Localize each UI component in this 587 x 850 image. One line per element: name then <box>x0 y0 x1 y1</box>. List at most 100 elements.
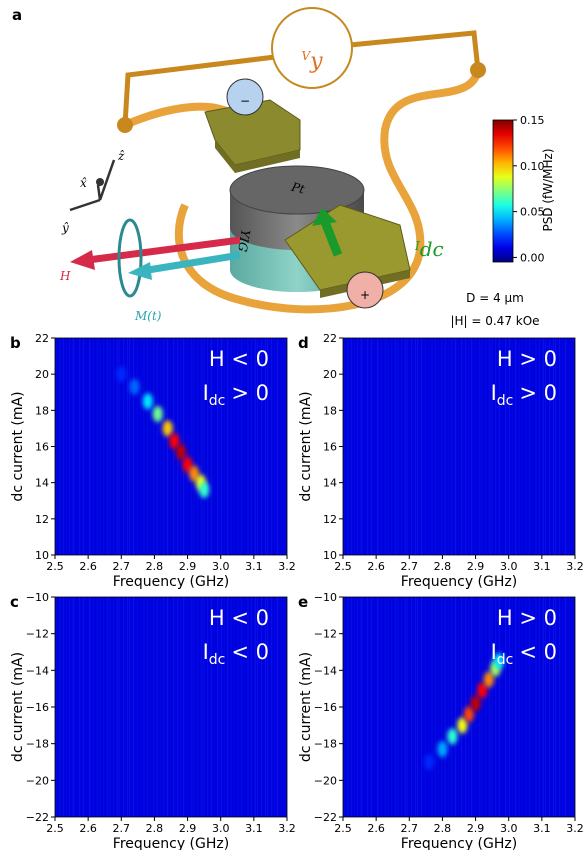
noise-stripe <box>350 597 352 817</box>
noise-stripe <box>157 597 159 817</box>
heatmap-area <box>343 338 575 555</box>
noise-stripe <box>129 597 131 817</box>
noise-stripe <box>255 338 257 555</box>
noise-stripe <box>140 338 142 555</box>
heatmap-area <box>343 597 575 817</box>
noise-stripe <box>160 597 162 817</box>
noise-stripe <box>562 597 564 817</box>
noise-stripe <box>395 338 397 555</box>
noise-stripe <box>66 597 68 817</box>
noise-stripe <box>536 597 538 817</box>
x-tick-label: 2.8 <box>146 822 164 835</box>
ridge-point <box>424 754 435 770</box>
noise-stripe <box>344 338 346 555</box>
noise-stripe <box>119 597 121 817</box>
y-tick-label: −16 <box>314 701 337 714</box>
noise-stripe <box>275 338 277 555</box>
ridge-point <box>457 717 468 734</box>
noise-stripe <box>566 597 568 817</box>
noise-stripe <box>555 338 557 555</box>
noise-stripe <box>364 338 366 555</box>
noise-stripe <box>154 338 156 555</box>
noise-stripe <box>358 338 360 555</box>
noise-stripe <box>357 338 359 555</box>
x-axis-label: Frequency (GHz) <box>401 836 517 850</box>
noise-stripe <box>193 338 195 555</box>
noise-stripe <box>73 597 75 817</box>
heatmap-area <box>55 597 287 817</box>
noise-stripe <box>197 338 199 555</box>
noise-stripe <box>257 338 259 555</box>
field-condition: H < 0 <box>209 347 269 371</box>
noise-stripe <box>100 338 102 555</box>
noise-stripe <box>258 597 260 817</box>
current-condition: Idc < 0 <box>491 640 557 668</box>
noise-stripe <box>542 338 544 555</box>
noise-stripe <box>210 338 212 555</box>
ridge-point <box>189 465 200 482</box>
noise-stripe <box>543 338 545 555</box>
current-condition: Idc > 0 <box>491 381 557 409</box>
noise-stripe <box>361 338 363 555</box>
y-tick-label: 14 <box>323 477 337 490</box>
noise-stripe <box>492 338 494 555</box>
noise-stripe <box>63 597 65 817</box>
y-tick-label: −20 <box>314 774 337 787</box>
noise-stripe <box>573 597 575 817</box>
noise-stripe <box>187 338 189 555</box>
noise-stripe <box>552 338 554 555</box>
field-condition: H < 0 <box>209 606 269 630</box>
x-tick-label: 2.7 <box>113 822 131 835</box>
noise-stripe <box>193 597 195 817</box>
noise-stripe <box>401 338 403 555</box>
noise-stripe <box>563 338 565 555</box>
noise-stripe <box>425 338 427 555</box>
x-tick-label: 2.6 <box>79 560 97 573</box>
noise-stripe <box>109 338 111 555</box>
noise-stripe <box>452 338 454 555</box>
noise-stripe <box>387 338 389 555</box>
noise-stripe <box>107 597 109 817</box>
noise-stripe <box>174 597 176 817</box>
x-tick-label: 2.6 <box>367 822 385 835</box>
noise-stripe <box>244 597 246 817</box>
noise-stripe <box>163 338 165 555</box>
ridge-point <box>129 378 140 395</box>
noise-stripe <box>454 338 456 555</box>
noise-stripe <box>415 597 417 817</box>
y-axis-label: ŷ <box>61 221 69 235</box>
noise-stripe <box>384 597 386 817</box>
noise-stripe <box>556 338 558 555</box>
noise-stripe <box>197 597 199 817</box>
noise-stripe <box>565 338 567 555</box>
noise-stripe <box>268 338 270 555</box>
noise-stripe <box>147 338 149 555</box>
noise-stripe <box>351 597 353 817</box>
noise-stripe <box>184 597 186 817</box>
noise-stripe <box>377 338 379 555</box>
noise-stripe <box>492 597 494 817</box>
noise-stripe <box>388 338 390 555</box>
diameter-label: D = 4 µm <box>466 291 524 305</box>
noise-stripe <box>130 597 132 817</box>
noise-stripe <box>381 338 383 555</box>
noise-stripe <box>113 338 115 555</box>
noise-stripe <box>86 597 88 817</box>
noise-stripe <box>160 338 162 555</box>
y-tick-label: 20 <box>323 368 337 381</box>
noise-stripe <box>231 597 233 817</box>
noise-stripe <box>351 338 353 555</box>
noise-stripe <box>516 597 518 817</box>
y-tick-label: −14 <box>26 664 49 677</box>
noise-stripe <box>60 597 62 817</box>
noise-stripe <box>277 338 279 555</box>
noise-stripe <box>227 338 229 555</box>
noise-stripe <box>438 338 440 555</box>
noise-stripe <box>441 597 443 817</box>
noise-stripe <box>377 597 379 817</box>
noise-stripe <box>505 338 507 555</box>
noise-stripe <box>367 338 369 555</box>
noise-stripe <box>455 338 457 555</box>
noise-stripe <box>170 597 172 817</box>
noise-stripe <box>93 338 95 555</box>
